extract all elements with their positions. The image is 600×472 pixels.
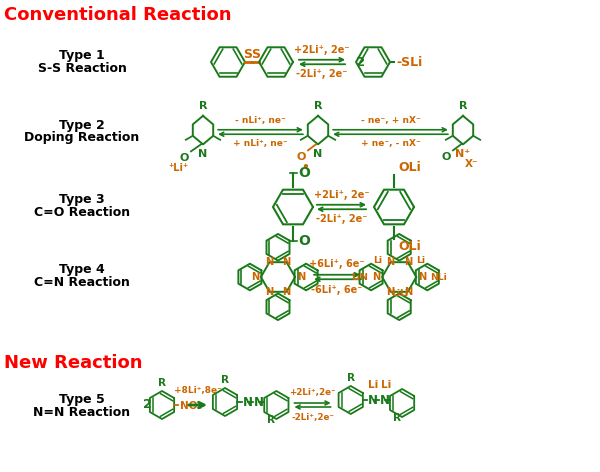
Text: +6Li⁺, 6e⁻: +6Li⁺, 6e⁻ xyxy=(310,259,365,269)
Text: R: R xyxy=(199,101,207,111)
Text: Type 2: Type 2 xyxy=(59,118,105,132)
Text: N: N xyxy=(380,394,390,406)
Text: O: O xyxy=(298,234,310,248)
Text: N: N xyxy=(418,272,427,282)
Text: Li: Li xyxy=(374,256,383,265)
Text: R: R xyxy=(347,373,355,383)
Text: O: O xyxy=(442,152,451,162)
Text: -2Li⁺, 2e⁻: -2Li⁺, 2e⁻ xyxy=(316,214,367,224)
Text: + ne⁻, - nX⁻: + ne⁻, - nX⁻ xyxy=(361,139,421,148)
Text: N: N xyxy=(368,394,378,406)
Text: R: R xyxy=(268,415,275,425)
Text: R: R xyxy=(314,101,322,111)
Text: N: N xyxy=(404,257,412,267)
Text: - ne⁻, + nX⁻: - ne⁻, + nX⁻ xyxy=(361,116,421,125)
Text: R: R xyxy=(459,101,467,111)
Text: +2Li⁺, 2e⁻: +2Li⁺, 2e⁻ xyxy=(314,190,369,200)
Text: O: O xyxy=(179,153,189,163)
Text: -2Li⁺, 2e⁻: -2Li⁺, 2e⁻ xyxy=(296,69,347,79)
Text: -SLi: -SLi xyxy=(396,56,422,68)
Text: LiN: LiN xyxy=(351,272,368,281)
Text: R: R xyxy=(221,375,229,385)
Text: Type 3: Type 3 xyxy=(59,194,105,207)
Text: Type 5: Type 5 xyxy=(59,394,105,406)
Text: N: N xyxy=(283,257,290,267)
Text: OLi: OLi xyxy=(398,240,421,253)
Text: N: N xyxy=(251,272,259,282)
Text: S: S xyxy=(244,49,253,61)
Text: Conventional Reaction: Conventional Reaction xyxy=(4,6,232,24)
Text: +2Li⁺,2e⁻: +2Li⁺,2e⁻ xyxy=(289,388,336,397)
Text: +8Li⁺,8e⁻: +8Li⁺,8e⁻ xyxy=(174,386,222,395)
Text: N: N xyxy=(297,272,305,282)
Text: 2: 2 xyxy=(143,398,151,412)
Text: Type 1: Type 1 xyxy=(59,49,105,61)
Text: - nLi⁺, ne⁻: - nLi⁺, ne⁻ xyxy=(235,116,286,125)
Text: Li: Li xyxy=(368,380,378,390)
Text: -6Li⁺, 6e⁻: -6Li⁺, 6e⁻ xyxy=(311,285,363,295)
Text: S-S Reaction: S-S Reaction xyxy=(38,61,127,75)
Text: + nLi⁺, ne⁻: + nLi⁺, ne⁻ xyxy=(233,139,288,148)
Text: N: N xyxy=(386,257,395,267)
Text: Li: Li xyxy=(381,380,391,390)
Text: N: N xyxy=(283,287,290,297)
Text: N=N Reaction: N=N Reaction xyxy=(34,406,131,420)
Text: ⁺Li⁺: ⁺Li⁺ xyxy=(169,163,189,173)
Text: X⁻: X⁻ xyxy=(465,160,479,169)
Text: NO₂: NO₂ xyxy=(180,401,202,411)
Text: O: O xyxy=(298,166,310,180)
Text: N: N xyxy=(199,149,208,160)
Text: New Reaction: New Reaction xyxy=(4,354,143,372)
Text: N: N xyxy=(313,149,323,160)
Text: -2Li⁺,2e⁻: -2Li⁺,2e⁻ xyxy=(291,413,334,422)
Text: OLi: OLi xyxy=(398,161,421,174)
Text: N: N xyxy=(265,257,274,267)
Text: N: N xyxy=(243,396,253,408)
Text: Li: Li xyxy=(391,289,400,298)
Text: N: N xyxy=(265,287,274,297)
Text: N: N xyxy=(404,287,412,297)
Text: C=O Reaction: C=O Reaction xyxy=(34,207,130,219)
Text: 2: 2 xyxy=(356,56,365,68)
Text: N: N xyxy=(372,272,380,282)
Text: Doping Reaction: Doping Reaction xyxy=(25,132,140,144)
Text: NLi: NLi xyxy=(430,272,447,281)
Text: Li: Li xyxy=(398,289,408,298)
Text: S: S xyxy=(251,49,260,61)
Text: N: N xyxy=(386,287,395,297)
Text: Li: Li xyxy=(416,256,425,265)
Text: R: R xyxy=(393,413,401,423)
Text: O: O xyxy=(296,152,306,162)
Text: •: • xyxy=(301,161,309,174)
Text: N⁺: N⁺ xyxy=(455,149,470,160)
Text: N: N xyxy=(254,396,264,408)
Text: Type 4: Type 4 xyxy=(59,263,105,277)
Text: C=N Reaction: C=N Reaction xyxy=(34,277,130,289)
Text: +2Li⁺, 2e⁻: +2Li⁺, 2e⁻ xyxy=(294,45,350,55)
Text: R: R xyxy=(158,378,166,388)
